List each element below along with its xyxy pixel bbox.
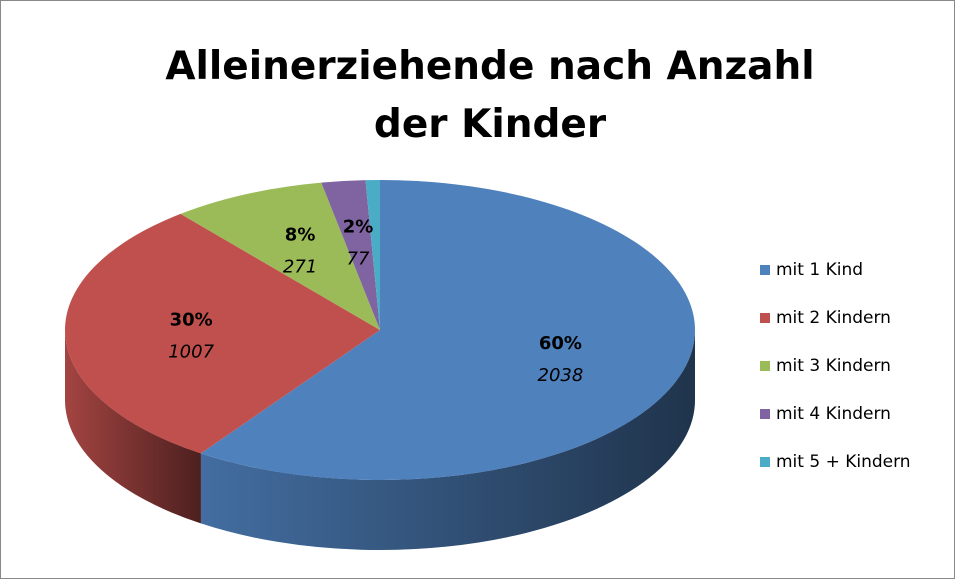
legend-swatch	[760, 265, 770, 275]
legend-label: mit 2 Kindern	[776, 308, 891, 328]
data-label-percent: 30%	[170, 310, 213, 331]
legend-label: mit 3 Kindern	[776, 356, 891, 376]
legend-label: mit 4 Kindern	[776, 404, 891, 424]
pie-slice	[321, 180, 380, 330]
data-label-value: 77	[347, 249, 370, 270]
legend-swatch	[760, 313, 770, 323]
data-label-value: 2038	[538, 365, 584, 386]
legend-swatch	[760, 409, 770, 419]
pie-side-shade	[65, 330, 201, 524]
pie-slice	[64, 213, 380, 454]
pie-side-shade	[200, 330, 695, 550]
legend-swatch	[760, 361, 770, 371]
data-label-percent: 60%	[539, 333, 582, 354]
pie-slice	[200, 180, 695, 480]
data-label-percent: 8%	[285, 224, 316, 245]
data-label-percent: 2%	[343, 217, 374, 238]
legend-label: mit 5 + Kindern	[776, 452, 911, 472]
data-label-value: 1007	[168, 342, 214, 363]
legend-swatch	[760, 457, 770, 467]
legend-label: mit 1 Kind	[776, 260, 863, 280]
pie-slice	[365, 180, 380, 330]
data-label-value: 271	[283, 256, 317, 277]
pie-slice	[180, 182, 380, 330]
chart-title: Alleinerziehende nach Anzahl der Kinder	[165, 44, 815, 147]
